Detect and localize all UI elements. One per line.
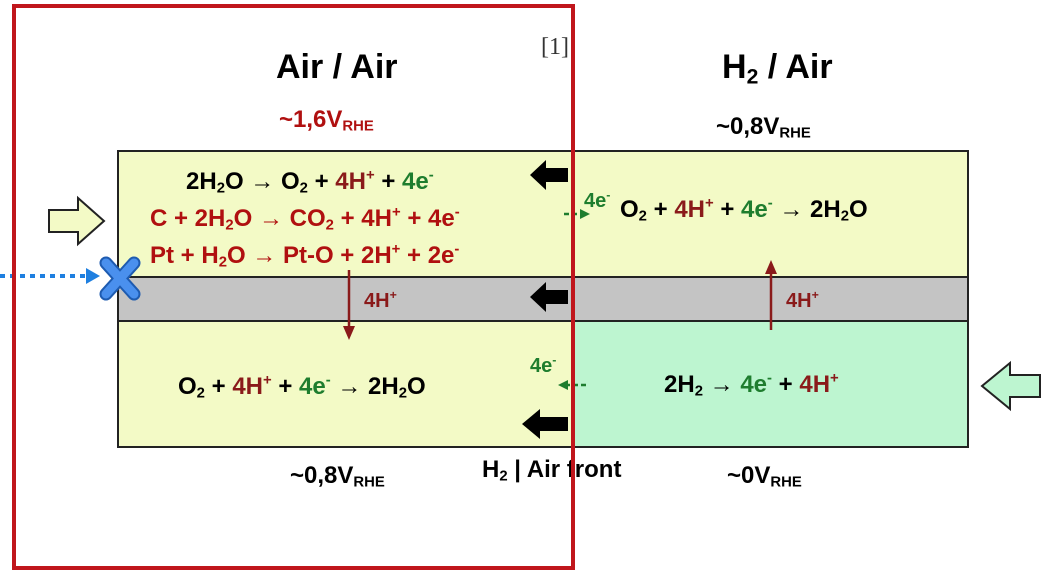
- electron-arrow-top-head: [580, 209, 590, 219]
- reference-marker: [1]: [541, 34, 569, 60]
- right-bottom-potential: ~0VRHE: [727, 462, 802, 491]
- right-panel-title: H2 / Air: [722, 48, 833, 89]
- electron-label-bottom: 4e-: [530, 352, 557, 377]
- front-direction-arrow-top: [530, 160, 568, 190]
- hydrogen-inlet-arrow: [980, 360, 1041, 412]
- air-inlet-arrow: [48, 195, 106, 247]
- air-air-region-highlight: [12, 4, 575, 570]
- reaction-hydrogen-oxidation: 2H2 → 4e- + 4H+: [664, 370, 839, 400]
- electron-arrow-bottom-head: [558, 380, 568, 390]
- bottom-electrode-air-region: [117, 320, 573, 448]
- reaction-oxygen-reduction-right: O2 + 4H+ + 4e- → 2H2O: [620, 195, 868, 225]
- proton-label-right: 4H+: [786, 287, 819, 312]
- bottom-electrode-hydrogen-region: [573, 320, 969, 448]
- reaction-water-oxidation: 2H2O → O2 + 4H+ + 4e-: [186, 167, 434, 197]
- proton-label-left: 4H+: [364, 287, 397, 312]
- blocked-x-icon: [99, 256, 141, 301]
- electron-label-top: 4e-: [584, 187, 611, 212]
- reaction-platinum-oxidation: Pt + H2O → Pt-O + 2H+ + 2e-: [150, 241, 460, 271]
- front-direction-arrow-middle: [530, 282, 568, 312]
- left-bottom-potential: ~0,8VRHE: [290, 462, 385, 491]
- blocked-flow-arrow-head: [86, 268, 100, 284]
- proton-arrow-down-head: [343, 326, 355, 340]
- reaction-oxygen-reduction-left: O2 + 4H+ + 4e- → 2H2O: [178, 372, 426, 402]
- proton-arrow-up-head: [765, 260, 777, 274]
- left-panel-title: Air / Air: [276, 48, 398, 86]
- reaction-carbon-corrosion: C + 2H2O → CO2 + 4H+ + 4e-: [150, 204, 460, 234]
- right-top-potential: ~0,8VRHE: [716, 113, 811, 142]
- hydrogen-air-front-label: H2 | Air front: [482, 456, 622, 485]
- front-direction-arrow-bottom: [522, 409, 568, 439]
- left-top-potential: ~1,6VRHE: [279, 106, 374, 135]
